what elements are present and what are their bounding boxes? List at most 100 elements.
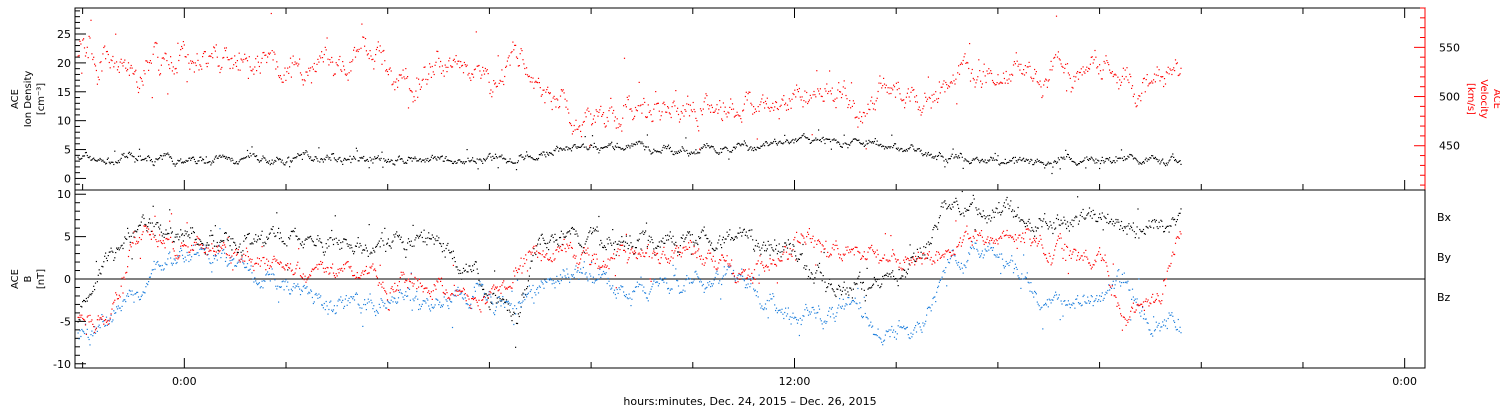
by-point [934, 296, 936, 298]
density-point [223, 156, 225, 158]
density-point [963, 160, 965, 162]
by-point [1088, 300, 1090, 302]
density-point [769, 143, 771, 145]
velocity-point [192, 62, 195, 64]
by-point [584, 273, 586, 275]
by-point [327, 313, 329, 315]
density-point [85, 151, 87, 154]
density-point [751, 149, 753, 151]
by-point [426, 298, 428, 300]
density-point [502, 158, 504, 160]
by-point [278, 286, 281, 288]
by-point [1052, 299, 1054, 301]
velocity-point [920, 114, 922, 116]
velocity-point [582, 121, 584, 123]
by-point [203, 249, 205, 251]
velocity-point [1151, 80, 1153, 82]
bx-point [584, 243, 586, 245]
density-point [516, 162, 519, 164]
by-point [807, 314, 810, 316]
density-point [1097, 159, 1099, 161]
velocity-point [1084, 72, 1086, 74]
velocity-point [336, 64, 338, 66]
density-point [1010, 160, 1012, 162]
by-point [524, 299, 526, 301]
bx-point [316, 238, 318, 240]
density-point [546, 151, 548, 153]
velocity-point [1068, 74, 1070, 76]
bx-point [453, 256, 455, 259]
velocity-point [865, 148, 867, 150]
bx-point [845, 293, 847, 295]
density-point [445, 156, 447, 158]
velocity-point [169, 67, 171, 70]
bx-point [381, 232, 383, 234]
by-point [473, 286, 475, 288]
bx-point [728, 234, 730, 236]
velocity-point [602, 112, 605, 114]
density-point [603, 146, 605, 148]
velocity-point [78, 54, 80, 57]
density-point [853, 138, 855, 140]
bx-point [415, 237, 417, 239]
bx-point [235, 244, 237, 246]
bx-point [198, 244, 200, 246]
velocity-point [273, 51, 275, 53]
velocity-point [873, 103, 875, 105]
velocity-point [513, 49, 515, 51]
by-point [777, 310, 779, 312]
bx-point [885, 274, 887, 276]
velocity-point [731, 103, 734, 105]
bx-point [77, 321, 79, 323]
density-point [721, 151, 723, 153]
density-point [946, 160, 948, 162]
by-point [163, 268, 165, 270]
density-point [184, 161, 186, 163]
by-point [945, 267, 947, 269]
density-point [340, 160, 342, 162]
velocity-point [1017, 65, 1019, 67]
density-point [800, 137, 802, 139]
density-point [303, 153, 305, 155]
density-point [1141, 163, 1143, 165]
density-point [230, 160, 232, 162]
by-point [739, 273, 741, 275]
by-point [190, 259, 192, 261]
density-point [449, 160, 451, 162]
bx-point [461, 272, 464, 274]
density-point [610, 143, 612, 145]
bx-point [301, 241, 303, 243]
by-point [139, 298, 141, 300]
bx-point [267, 237, 270, 239]
density-point [1153, 157, 1156, 160]
bx-point [170, 227, 172, 229]
velocity-point [99, 62, 101, 64]
density-point [372, 162, 374, 164]
velocity-point [731, 108, 733, 110]
by-point [1101, 292, 1103, 294]
by-point [445, 299, 447, 301]
velocity-point [401, 77, 403, 79]
by-point [605, 272, 607, 274]
density-point [128, 151, 130, 153]
bx-point [911, 256, 913, 258]
velocity-point [710, 111, 712, 113]
by-point [1095, 298, 1097, 300]
bx-point [696, 242, 698, 244]
bx-point [309, 236, 311, 238]
by-point [211, 271, 213, 273]
by-point [906, 326, 908, 328]
density-point [626, 146, 628, 149]
bx-point [522, 292, 524, 294]
by-point [1054, 294, 1056, 296]
by-point [398, 291, 400, 293]
bx-point [105, 257, 108, 259]
bx-point [161, 235, 163, 237]
by-point [357, 303, 359, 305]
density-point [395, 159, 397, 162]
velocity-point [464, 64, 466, 66]
by-point [360, 312, 362, 314]
by-point [349, 302, 351, 304]
bz-point [109, 317, 111, 319]
by-point [628, 293, 630, 295]
